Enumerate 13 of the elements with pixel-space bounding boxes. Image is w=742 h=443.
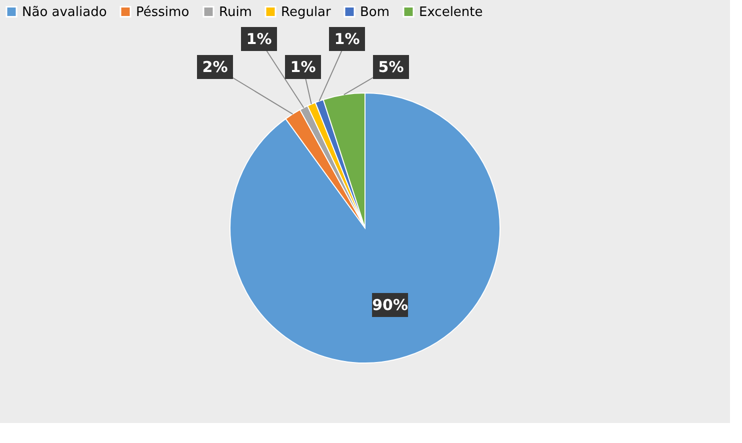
legend-label: Péssimo [136,4,190,20]
data-label: 5% [378,58,404,76]
legend-label: Excelente [419,4,483,20]
data-label: 1% [246,30,272,48]
data-label: 90% [372,296,408,314]
legend-label: Bom [360,4,390,20]
pie-slice [230,92,500,364]
legend-label: Ruim [219,4,252,20]
legend-label: Não avaliado [22,4,107,20]
data-label: 1% [334,30,360,48]
data-label: 1% [290,58,316,76]
legend-label: Regular [281,4,332,20]
data-label: 2% [202,58,228,76]
